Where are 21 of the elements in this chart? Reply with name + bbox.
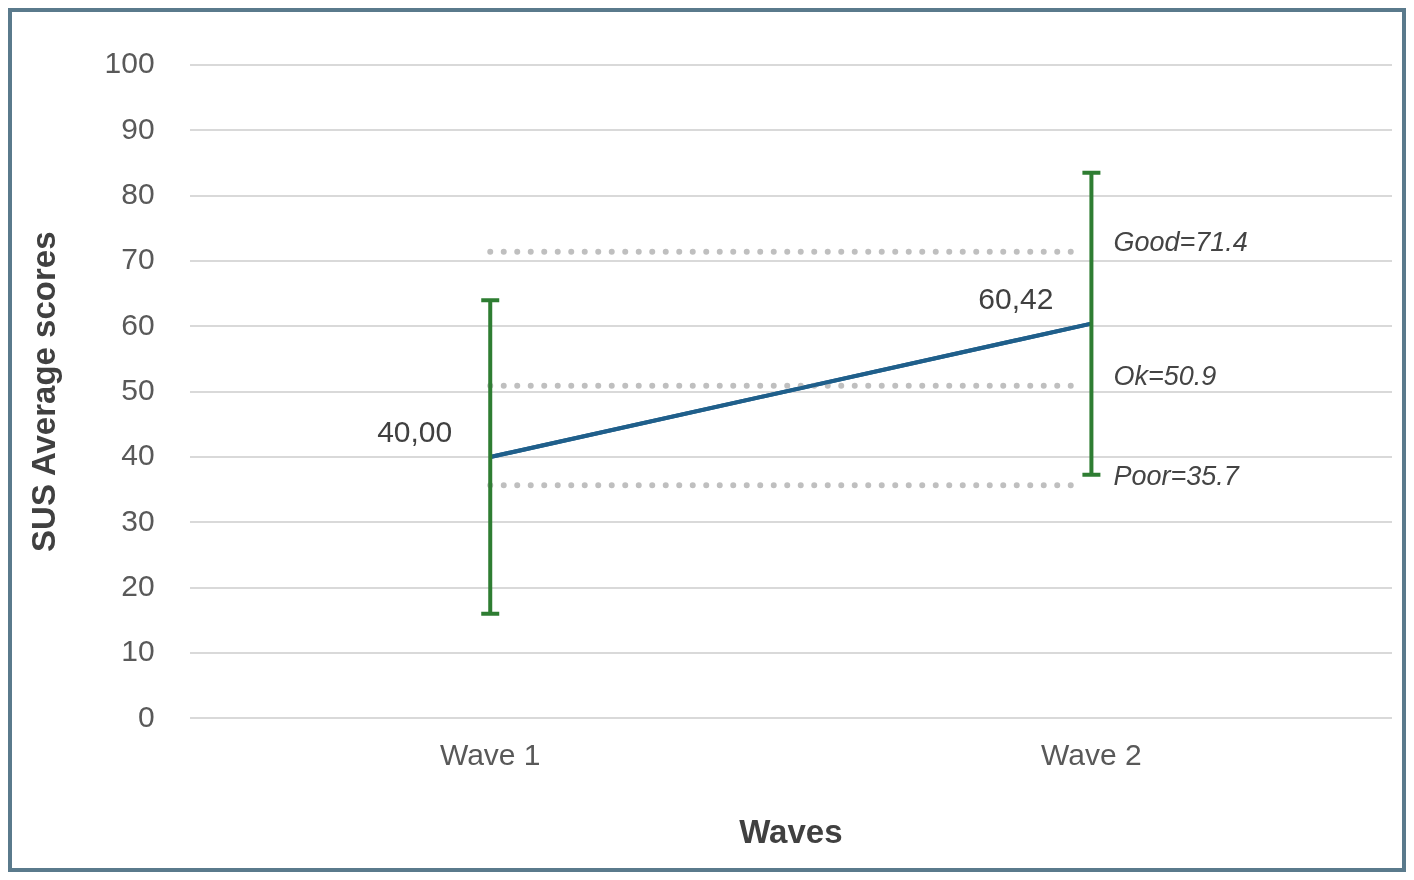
data-label: 40,00 xyxy=(377,415,453,449)
y-tick-label: 40 xyxy=(121,438,155,472)
ref-line-label: Poor=35.7 xyxy=(1113,460,1240,491)
frame: Waves SUS Average scores Wave 1 Wave 2 0 10 20 30 40 50 60 70 80 90 100 Good=71.4 Ok=50.9 Poor=35.7 40,00 60,42 xyxy=(8,8,1406,872)
y-tick-label: 90 xyxy=(121,111,155,145)
y-tick-label: 20 xyxy=(121,568,155,602)
y-tick-label: 30 xyxy=(121,503,155,537)
y-tick-label: 80 xyxy=(121,176,155,210)
y-tick-label: 0 xyxy=(137,699,155,733)
ref-line-label: Good=71.4 xyxy=(1113,227,1248,258)
y-tick-label: 50 xyxy=(121,372,155,406)
y-tick-label: 70 xyxy=(121,242,155,276)
y-tick-label: 100 xyxy=(104,46,155,80)
y-axis-title: SUS Average scores xyxy=(24,231,62,552)
data-label: 60,42 xyxy=(978,281,1054,315)
ref-line-label: Ok=50.9 xyxy=(1113,361,1217,392)
x-axis-title: Waves xyxy=(739,813,843,851)
y-tick-label: 60 xyxy=(121,307,155,341)
x-tick-label: Wave 1 xyxy=(439,737,541,771)
x-tick-label: Wave 2 xyxy=(1041,737,1142,771)
y-tick-label: 10 xyxy=(121,634,155,668)
